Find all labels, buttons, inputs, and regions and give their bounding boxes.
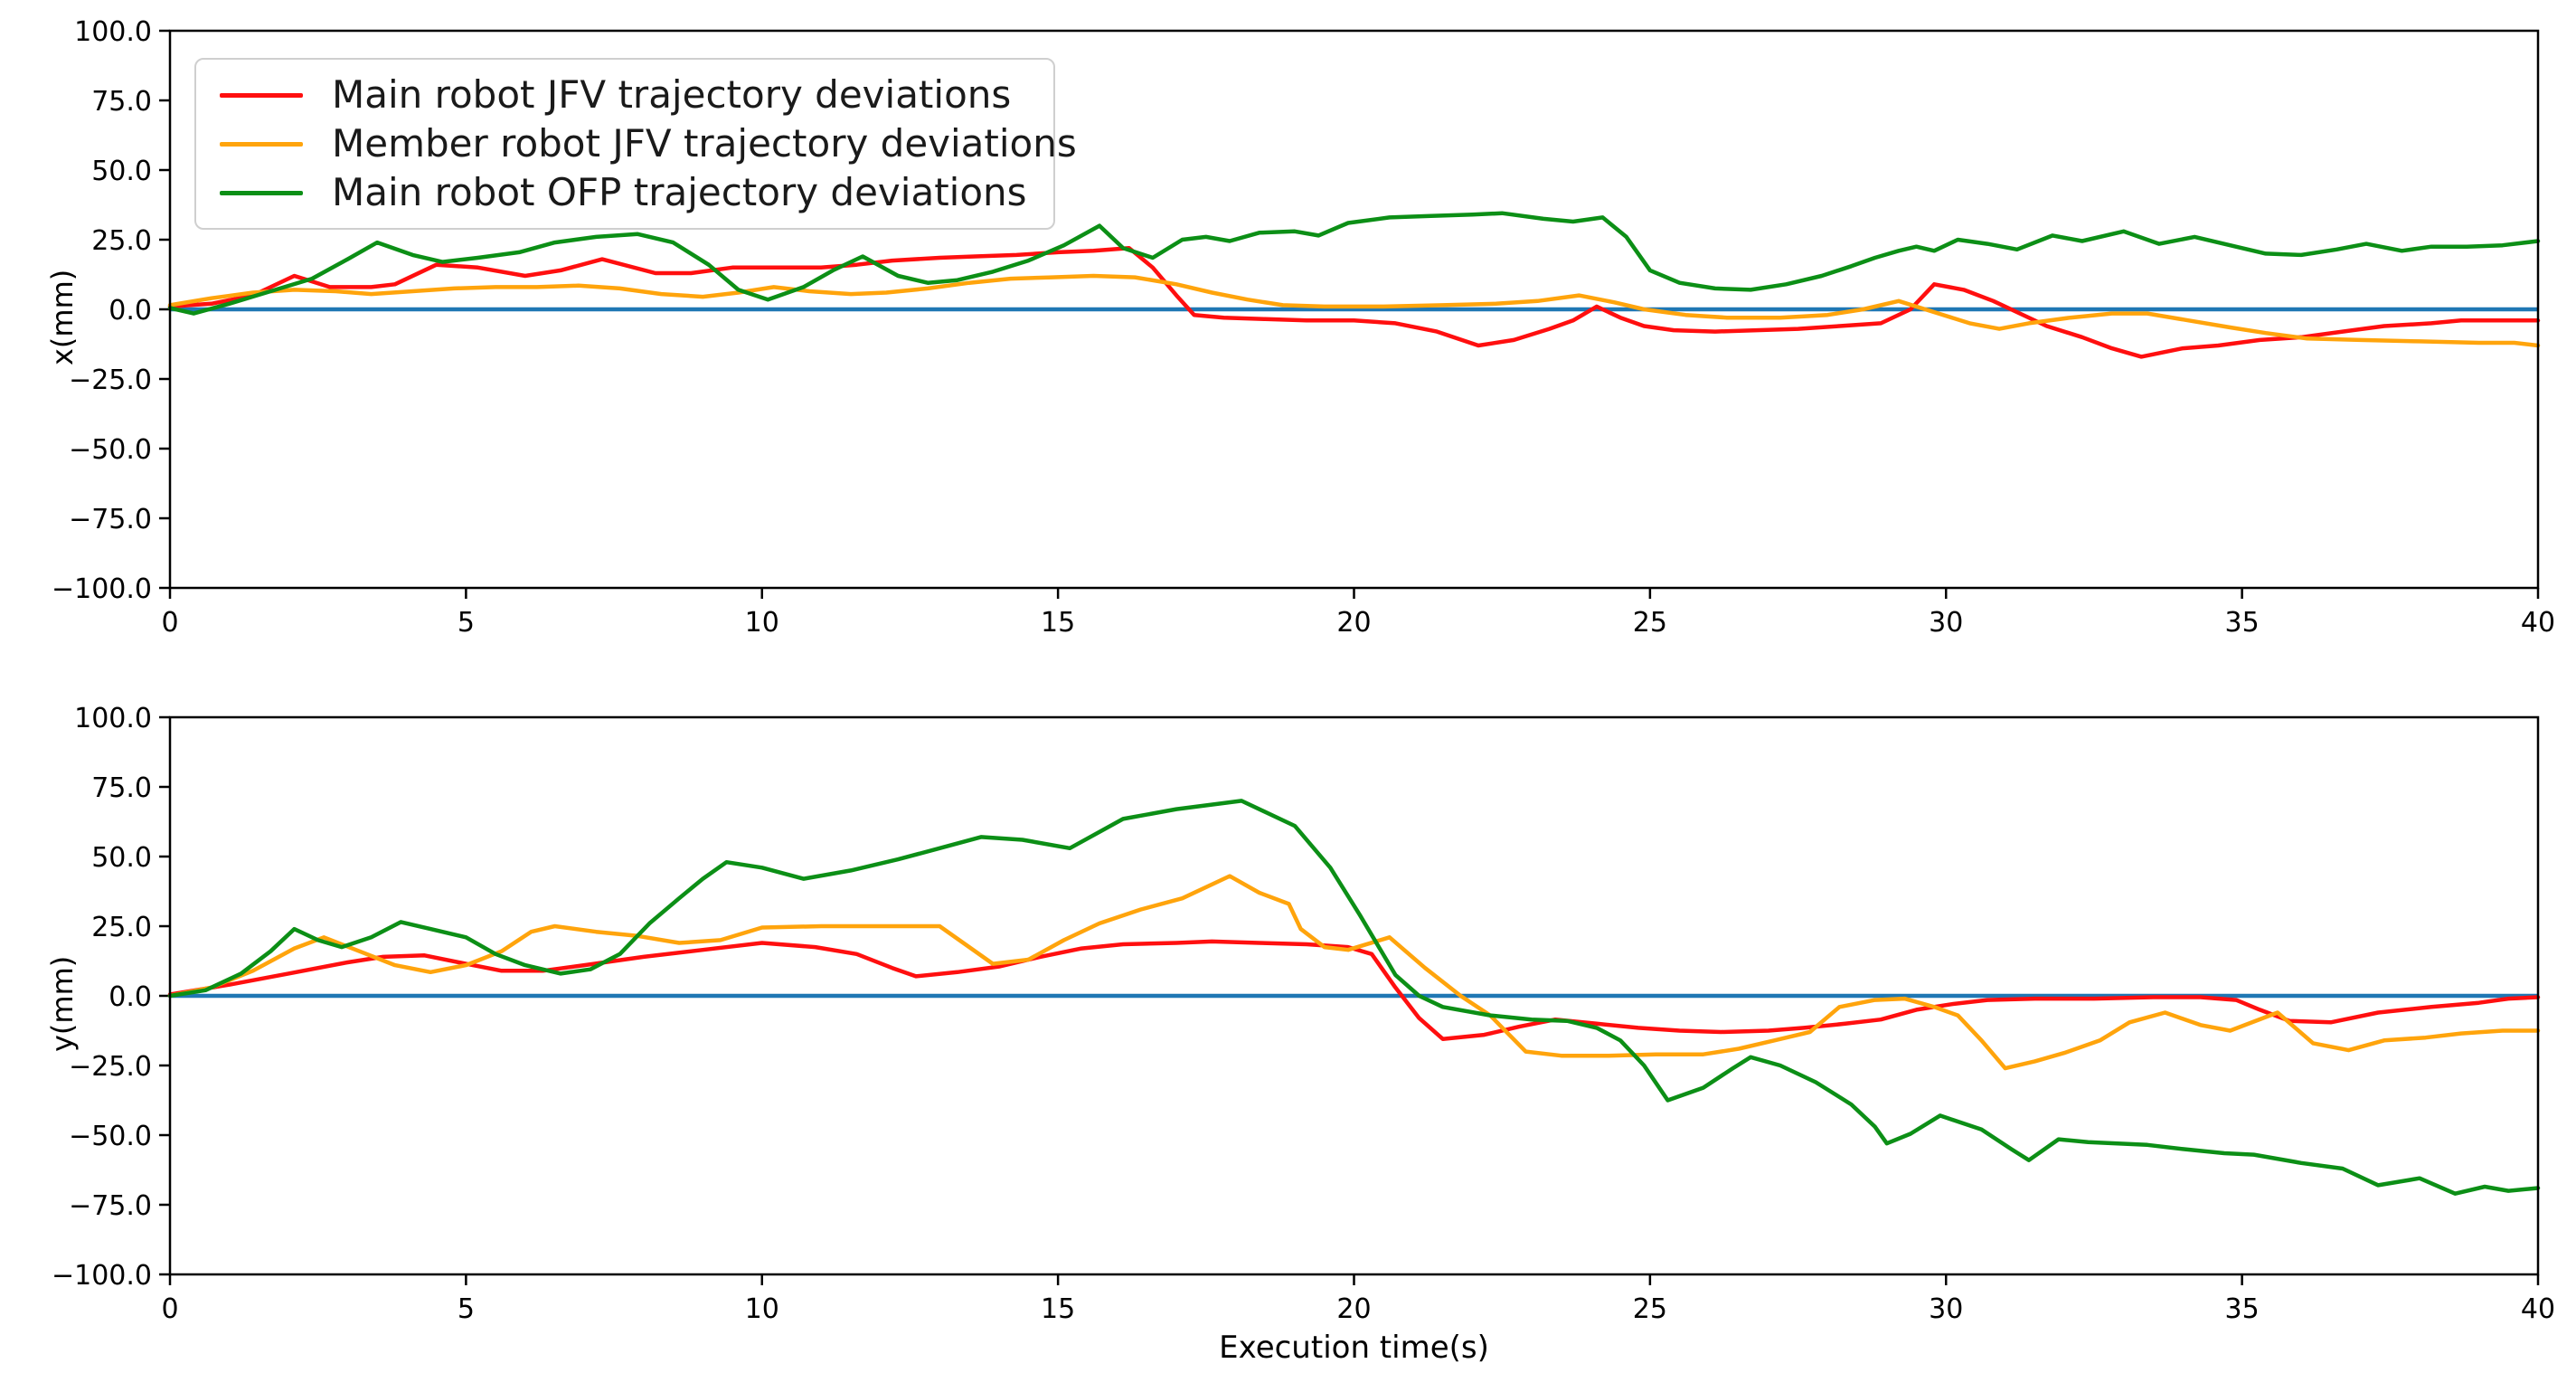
svg-text:−75.0: −75.0 xyxy=(69,1190,152,1222)
svg-text:−50.0: −50.0 xyxy=(69,434,152,466)
svg-text:−75.0: −75.0 xyxy=(69,504,152,535)
svg-text:25: 25 xyxy=(1633,1293,1667,1325)
svg-text:0: 0 xyxy=(161,607,178,639)
svg-text:15: 15 xyxy=(1041,1293,1075,1325)
legend-label: Main robot OFP trajectory deviations xyxy=(332,170,1027,214)
svg-text:100.0: 100.0 xyxy=(74,16,152,48)
svg-text:0.0: 0.0 xyxy=(109,981,152,1013)
svg-text:−100.0: −100.0 xyxy=(52,1260,152,1292)
svg-text:20: 20 xyxy=(1336,1293,1371,1325)
svg-text:40: 40 xyxy=(2521,1293,2555,1325)
legend-entry: Member robot JFV trajectory deviations xyxy=(220,119,1077,168)
red-line-swatch xyxy=(220,92,303,98)
svg-text:10: 10 xyxy=(745,607,779,639)
svg-text:30: 30 xyxy=(1929,1293,1963,1325)
svg-text:50.0: 50.0 xyxy=(91,156,152,187)
svg-text:−100.0: −100.0 xyxy=(52,573,152,605)
svg-text:50.0: 50.0 xyxy=(91,842,152,874)
svg-text:10: 10 xyxy=(745,1293,779,1325)
svg-text:25: 25 xyxy=(1633,607,1667,639)
svg-text:0: 0 xyxy=(161,1293,178,1325)
svg-text:35: 35 xyxy=(2225,607,2260,639)
legend-box: Main robot JFV trajectory deviations Mem… xyxy=(194,58,1077,230)
svg-text:−50.0: −50.0 xyxy=(69,1121,152,1152)
legend-entry: Main robot JFV trajectory deviations xyxy=(220,71,1030,119)
bottom-plot-ylabel: y(mm) xyxy=(45,955,80,1052)
green-line-swatch xyxy=(220,190,303,195)
svg-text:35: 35 xyxy=(2225,1293,2260,1325)
svg-text:−25.0: −25.0 xyxy=(69,1051,152,1083)
svg-text:75.0: 75.0 xyxy=(91,772,152,804)
svg-text:5: 5 xyxy=(458,1293,475,1325)
svg-text:100.0: 100.0 xyxy=(74,703,152,734)
svg-text:25.0: 25.0 xyxy=(91,225,152,257)
svg-text:20: 20 xyxy=(1336,607,1371,639)
top-plot-ylabel: x(mm) xyxy=(45,269,80,365)
orange-line-swatch xyxy=(220,141,303,147)
svg-text:40: 40 xyxy=(2521,607,2555,639)
legend-label: Member robot JFV trajectory deviations xyxy=(332,121,1077,166)
svg-text:30: 30 xyxy=(1929,607,1963,639)
svg-text:15: 15 xyxy=(1041,607,1075,639)
legend-entry: Main robot OFP trajectory deviations xyxy=(220,168,1030,217)
svg-text:0.0: 0.0 xyxy=(109,295,152,327)
svg-text:25.0: 25.0 xyxy=(91,912,152,943)
xlabel: Execution time(s) xyxy=(1219,1330,1489,1366)
legend-label: Main robot JFV trajectory deviations xyxy=(332,72,1012,117)
svg-text:75.0: 75.0 xyxy=(91,86,152,118)
svg-text:−25.0: −25.0 xyxy=(69,365,152,396)
svg-text:5: 5 xyxy=(458,607,475,639)
